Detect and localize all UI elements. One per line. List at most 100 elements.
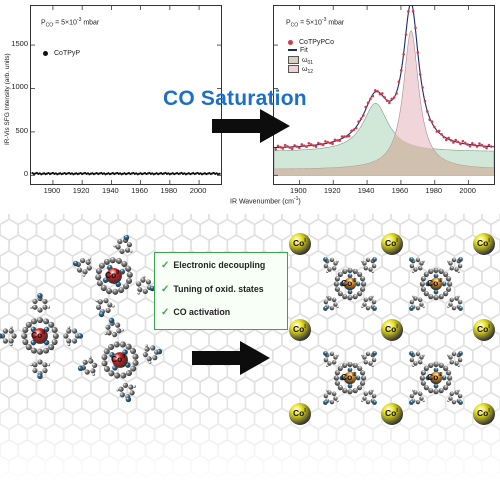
nitrogen-atom — [347, 289, 353, 295]
data-point — [366, 101, 370, 105]
carbon-atom — [443, 385, 449, 391]
nitrogen-atom — [355, 281, 361, 287]
carbon-atom — [359, 370, 366, 376]
data-point — [328, 141, 332, 145]
cobalt-label-left-top: CoII — [105, 270, 120, 280]
data-point — [345, 135, 349, 138]
carbon-atom — [114, 372, 121, 379]
cobalt-label-center: CoIII — [427, 278, 443, 288]
hydrogen-atom — [361, 259, 364, 263]
y-tick-label: 0 — [23, 169, 28, 179]
carbon-atom — [37, 307, 43, 313]
data-point — [352, 128, 356, 132]
check-icon: ✓ — [161, 307, 170, 318]
data-point — [433, 125, 436, 129]
carbon-atom — [150, 345, 156, 351]
carbon-atom — [409, 263, 415, 269]
carbon-atom — [2, 338, 9, 344]
hydrogen-atom — [457, 295, 461, 298]
data-point — [333, 138, 337, 142]
carbon-atom — [361, 375, 367, 381]
nitrogen-atom — [458, 257, 463, 262]
hydrogen-atom — [88, 356, 92, 359]
nitrogen-atom — [409, 306, 414, 311]
carbon-atom — [323, 393, 329, 399]
carbon-atom — [2, 328, 9, 334]
legend-dot-icon — [288, 39, 293, 45]
data-point — [371, 94, 375, 98]
carbon-atom — [115, 244, 121, 250]
data-point — [319, 142, 323, 146]
nitrogen-atom — [372, 306, 377, 311]
cobalt-atom — [343, 371, 357, 385]
porphyrin-molecule — [323, 351, 377, 405]
x-tick-label: 1920 — [72, 186, 90, 195]
hydrogen-atom — [113, 244, 117, 248]
hydrogen-atom — [82, 273, 86, 277]
hydrogen-atom — [67, 343, 71, 347]
carbon-atom — [95, 274, 102, 281]
nitrogen-atom — [149, 285, 156, 292]
hydrogen-atom — [371, 389, 375, 392]
carbon-atom — [454, 361, 459, 366]
check-icon: ✓ — [161, 260, 170, 271]
carbon-atom — [86, 265, 92, 271]
hydrogen-atom — [361, 353, 364, 357]
nitrogen-atom — [372, 257, 377, 262]
carbon-atom — [457, 299, 463, 305]
carbon-atom — [140, 277, 146, 283]
carbon-atom — [125, 343, 132, 350]
carbon-atom — [337, 291, 343, 297]
data-point — [430, 120, 434, 123]
data-point — [489, 145, 493, 148]
hydrogen-atom — [67, 325, 71, 329]
carbon-atom — [105, 307, 111, 314]
carbon-atom — [409, 299, 415, 305]
carbon-atom — [82, 269, 88, 275]
y-tick-label: 1000 — [11, 82, 28, 92]
carbon-atom — [142, 288, 148, 295]
hydrogen-atom — [116, 388, 119, 392]
data-point — [293, 144, 296, 147]
nitrogen-atom — [409, 400, 414, 405]
data-point — [442, 135, 446, 139]
hydrogen-atom — [411, 389, 415, 392]
carbon-atom — [342, 268, 348, 275]
carbon-atom — [433, 295, 439, 301]
carbon-atom — [454, 296, 459, 301]
carbon-atom — [413, 267, 418, 272]
left-plot: PCO = 5×10-3 mbar CoTPyP — [30, 5, 222, 185]
data-point — [414, 26, 417, 30]
cobalt-label-left-bottom: CoII — [111, 354, 126, 364]
carbon-atom — [371, 393, 377, 399]
data-point — [440, 132, 443, 136]
carbon-atom — [100, 285, 107, 292]
carbon-atom — [419, 375, 425, 381]
carbon-atom — [370, 398, 376, 404]
carbon-atom — [324, 258, 330, 264]
carbon-atom — [420, 380, 427, 386]
cobalt-label-adatom: CoI — [477, 324, 490, 334]
carbon-atom — [433, 361, 439, 367]
carbon-atom — [368, 267, 373, 272]
hydrogen-atom — [447, 305, 450, 309]
cobalt-adatom — [289, 403, 311, 425]
data-point — [449, 138, 453, 142]
data-point — [463, 141, 467, 145]
carbon-atom — [428, 387, 434, 394]
carbon-atom — [415, 305, 421, 311]
hydrogen-atom — [361, 399, 364, 403]
carbon-atom — [413, 390, 418, 395]
carbon-atom — [117, 238, 123, 245]
cobalt-adatom — [381, 319, 403, 341]
nitrogen-atom — [108, 317, 115, 324]
data-point — [383, 96, 386, 99]
x-tick-label: 1960 — [131, 186, 148, 195]
carbon-atom — [363, 265, 369, 271]
cobalt-adatom — [473, 233, 495, 255]
data-point — [305, 145, 308, 149]
carbon-atom — [103, 298, 109, 304]
carbon-atom — [48, 344, 55, 351]
carbon-atom — [115, 257, 122, 264]
right-legend-item-1: CoTPyPCo — [288, 39, 334, 46]
